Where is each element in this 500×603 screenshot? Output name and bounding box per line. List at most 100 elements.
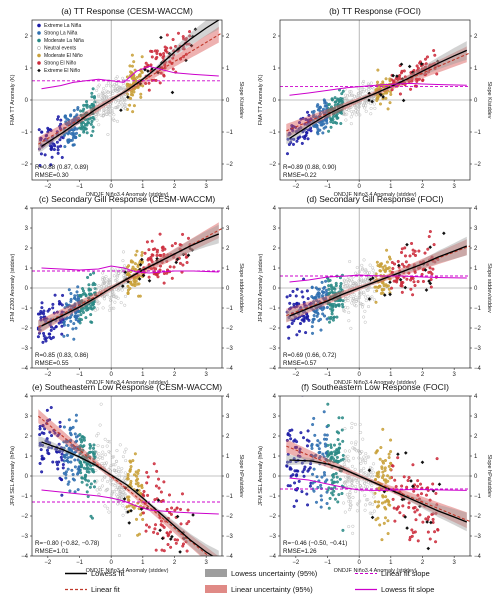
data-point xyxy=(360,279,364,283)
data-point xyxy=(121,250,126,254)
data-point xyxy=(332,112,336,116)
data-point xyxy=(364,295,368,299)
extreme-el-nino-point xyxy=(159,35,163,40)
data-point xyxy=(306,314,310,318)
data-point xyxy=(58,126,62,131)
data-point xyxy=(38,461,42,466)
extreme-el-nino-point xyxy=(407,64,412,69)
data-point xyxy=(89,320,93,324)
data-point xyxy=(364,101,368,105)
extreme-el-nino-point xyxy=(193,27,198,32)
y-tick-label: −2 xyxy=(21,162,29,168)
data-point xyxy=(423,73,427,77)
data-point xyxy=(355,509,359,513)
data-point xyxy=(351,456,356,460)
data-point xyxy=(421,520,425,524)
data-point xyxy=(98,288,102,292)
y-tick-label: −1 xyxy=(21,306,29,312)
extreme-el-nino-point xyxy=(156,498,161,503)
y-axis-label: FMA TT Anomaly (K) xyxy=(258,74,264,125)
data-point xyxy=(117,533,122,538)
data-point xyxy=(390,260,394,265)
data-point xyxy=(363,101,367,105)
x-tick-label: 1 xyxy=(141,184,145,190)
data-point xyxy=(403,75,407,79)
data-point xyxy=(181,263,185,267)
data-point xyxy=(338,442,342,446)
extreme-el-nino-point xyxy=(367,98,371,102)
data-point xyxy=(54,325,58,329)
data-point xyxy=(89,134,94,138)
data-point xyxy=(317,447,321,451)
data-point xyxy=(340,302,344,306)
data-point xyxy=(76,471,80,475)
data-point xyxy=(169,46,173,50)
data-point xyxy=(78,293,82,297)
data-point xyxy=(326,453,330,457)
data-point xyxy=(350,477,354,481)
data-point xyxy=(364,503,368,507)
data-point xyxy=(296,136,300,141)
y2-tick-label: 1 xyxy=(226,266,230,272)
data-point xyxy=(347,293,351,297)
data-point xyxy=(186,236,191,240)
data-point xyxy=(352,94,356,98)
extreme-el-nino-point xyxy=(400,497,405,502)
data-point xyxy=(356,298,360,302)
data-point xyxy=(137,484,141,488)
data-point xyxy=(93,282,97,287)
data-point xyxy=(79,113,83,117)
data-point xyxy=(72,132,76,136)
data-point xyxy=(111,293,115,297)
data-point xyxy=(428,266,432,270)
y2-tick-label: 3 xyxy=(226,414,230,420)
data-point xyxy=(47,452,51,456)
data-point xyxy=(68,489,72,493)
data-point xyxy=(342,462,346,466)
data-point xyxy=(67,288,71,292)
data-point xyxy=(428,270,432,274)
data-point xyxy=(417,249,421,253)
data-point xyxy=(402,264,406,268)
x-tick-label: −1 xyxy=(76,184,84,190)
data-point xyxy=(333,287,337,291)
data-point xyxy=(185,260,189,265)
data-point xyxy=(136,477,140,481)
data-point xyxy=(334,114,338,118)
data-point xyxy=(299,117,303,121)
data-point xyxy=(407,271,411,275)
data-point xyxy=(114,278,118,282)
data-point xyxy=(131,87,135,91)
data-point xyxy=(137,282,141,286)
data-point xyxy=(353,467,357,471)
data-point xyxy=(389,92,393,96)
stat-rmse: RMSE=0.57 xyxy=(283,360,317,367)
data-point xyxy=(349,93,353,97)
data-point xyxy=(93,479,97,483)
data-point xyxy=(92,485,96,489)
lowess-slope-line xyxy=(41,65,219,90)
y-tick-label: −1 xyxy=(269,130,277,136)
data-point xyxy=(323,433,327,437)
data-point xyxy=(145,240,149,244)
data-point xyxy=(359,292,363,296)
data-point xyxy=(322,314,327,318)
data-point xyxy=(289,140,293,144)
data-point xyxy=(362,258,366,262)
data-point xyxy=(359,461,363,465)
data-point xyxy=(374,451,378,455)
plot-content xyxy=(280,20,470,180)
data-point xyxy=(156,532,160,536)
data-point xyxy=(102,110,106,115)
legend-marker xyxy=(37,68,41,73)
data-point xyxy=(315,123,319,127)
data-point xyxy=(427,235,431,239)
data-point xyxy=(388,269,392,273)
x-tick-label: 2 xyxy=(421,184,425,190)
data-point xyxy=(47,307,51,311)
data-point xyxy=(337,493,341,497)
data-point xyxy=(375,97,379,101)
data-point xyxy=(326,423,330,428)
data-point xyxy=(364,268,368,272)
data-point xyxy=(325,305,329,310)
